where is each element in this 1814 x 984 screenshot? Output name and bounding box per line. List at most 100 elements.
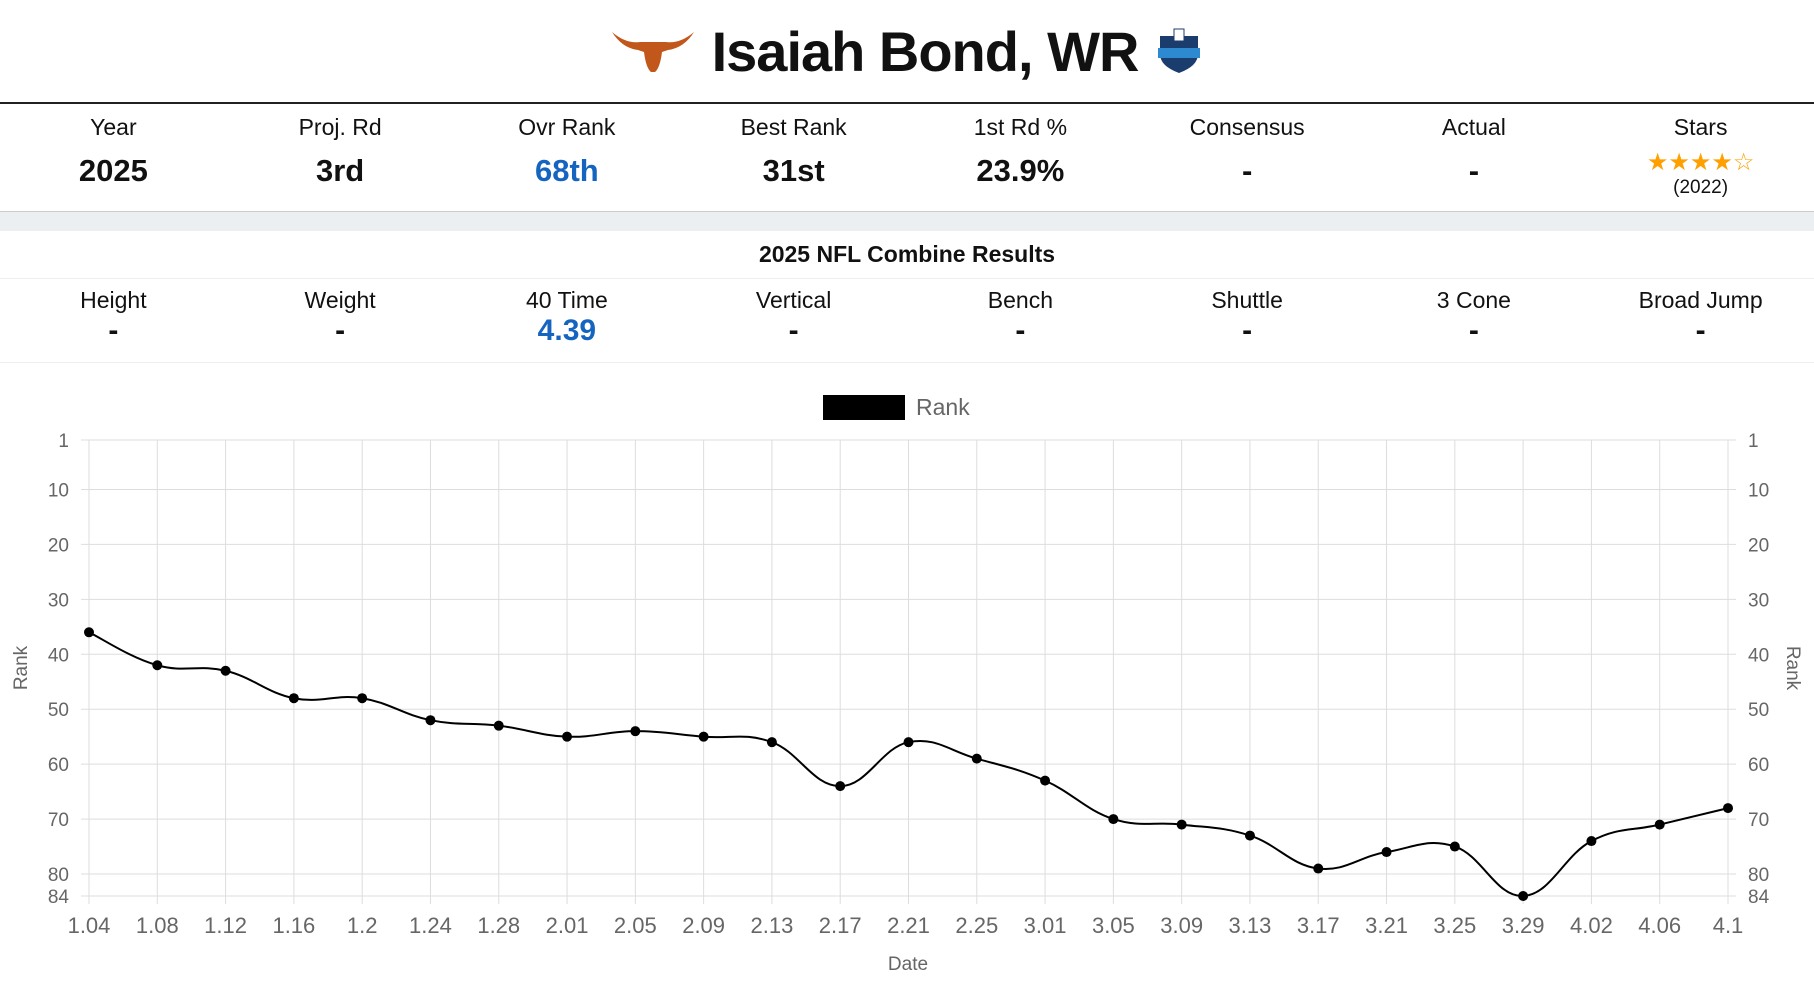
stat-stars: Stars ★★★★☆ (2022) bbox=[1587, 104, 1814, 211]
rank-point bbox=[1449, 841, 1460, 852]
y-tick-label-right: 50 bbox=[1748, 700, 1769, 721]
x-tick-label: 3.13 bbox=[1229, 913, 1272, 938]
player-name: Isaiah Bond, WR bbox=[711, 19, 1140, 83]
y-tick-label-left: 60 bbox=[48, 755, 69, 776]
rank-point bbox=[1108, 814, 1119, 825]
y-tick-label-left: 80 bbox=[48, 865, 69, 886]
stat-value: - bbox=[1241, 153, 1253, 188]
y-tick-label-left: 40 bbox=[48, 645, 69, 666]
x-tick-label: 2.17 bbox=[819, 913, 862, 938]
rank-point bbox=[84, 627, 94, 638]
y-tick-label-left: 10 bbox=[48, 480, 69, 501]
combine-label: Height bbox=[80, 287, 147, 313]
rank-point bbox=[766, 737, 777, 748]
rank-point bbox=[1586, 836, 1597, 847]
rank-point bbox=[630, 726, 641, 737]
rank-point bbox=[288, 693, 299, 704]
stat-label: Ovr Rank bbox=[518, 114, 616, 140]
x-tick-label: 3.09 bbox=[1160, 913, 1203, 938]
stat-value: 68th bbox=[535, 153, 599, 188]
combine-40-time: 40 Time 4.39 bbox=[454, 279, 681, 362]
combine-value: - bbox=[788, 314, 799, 347]
rank-point bbox=[1518, 891, 1529, 901]
combine-label: Shuttle bbox=[1211, 287, 1283, 313]
rank-point bbox=[1244, 830, 1255, 841]
rank-point bbox=[425, 715, 436, 726]
x-axis-title: Date bbox=[888, 954, 928, 975]
x-tick-label: 1.2 bbox=[347, 913, 378, 938]
rank-point bbox=[493, 720, 504, 731]
y-tick-label-left: 84 bbox=[48, 887, 70, 908]
x-tick-label: 2.09 bbox=[682, 913, 725, 938]
combine-value: - bbox=[1468, 314, 1479, 347]
stat-label: Proj. Rd bbox=[298, 114, 382, 140]
combine-height: Height - bbox=[0, 279, 227, 362]
nfl-combine-badge bbox=[1158, 28, 1201, 73]
y-tick-label-left: 20 bbox=[48, 535, 69, 556]
star-rating: ★★★★☆ bbox=[1646, 149, 1755, 176]
combine-value: 4.39 bbox=[537, 314, 597, 347]
legend-swatch bbox=[823, 395, 905, 420]
stat-label: Best Rank bbox=[740, 114, 847, 140]
y-tick-label-right: 20 bbox=[1748, 535, 1769, 556]
y-tick-label-right: 84 bbox=[1748, 887, 1770, 908]
stat-actual: Actual - bbox=[1361, 104, 1588, 211]
combine-weight: Weight - bbox=[227, 279, 454, 362]
x-tick-label: 4.1 bbox=[1713, 913, 1744, 938]
x-tick-label: 1.16 bbox=[272, 913, 315, 938]
stat-best-rank: Best Rank 31st bbox=[680, 104, 907, 211]
y-tick-label-left: 30 bbox=[48, 590, 69, 611]
y-tick-label-right: 10 bbox=[1748, 480, 1769, 501]
combine-broad-jump: Broad Jump - bbox=[1587, 279, 1814, 362]
combine-vertical: Vertical - bbox=[680, 279, 907, 362]
combine-value: - bbox=[1695, 314, 1706, 347]
rank-point bbox=[1723, 803, 1733, 814]
combine-shuttle: Shuttle - bbox=[1134, 279, 1361, 362]
rank-point bbox=[1040, 775, 1051, 786]
y-tick-label-right: 70 bbox=[1748, 810, 1769, 831]
x-tick-label: 1.12 bbox=[204, 913, 247, 938]
rank-point bbox=[971, 753, 982, 764]
stat-label: Consensus bbox=[1189, 114, 1305, 140]
x-tick-label: 2.21 bbox=[887, 913, 930, 938]
x-tick-label: 2.13 bbox=[751, 913, 794, 938]
stat-consensus: Consensus - bbox=[1134, 104, 1361, 211]
combine-value: - bbox=[1242, 314, 1253, 347]
y-tick-label-right: 30 bbox=[1748, 590, 1769, 611]
stat-ovr-rank: Ovr Rank 68th bbox=[454, 104, 681, 211]
stat-year: Year 2025 bbox=[0, 104, 227, 211]
combine-label: 3 Cone bbox=[1436, 287, 1511, 313]
x-tick-label: 1.04 bbox=[68, 913, 111, 938]
legend-label: Rank bbox=[916, 394, 970, 420]
rank-point bbox=[220, 665, 231, 676]
x-tick-label: 1.08 bbox=[136, 913, 179, 938]
y-tick-label-right: 40 bbox=[1748, 645, 1769, 666]
y-tick-label-right: 60 bbox=[1748, 755, 1769, 776]
combine-value: - bbox=[335, 314, 346, 347]
x-tick-label: 3.05 bbox=[1092, 913, 1135, 938]
combine-row: Height - Weight -40 Time 4.39 Vertical - Bench -… bbox=[0, 279, 1814, 363]
combine-label: 40 Time bbox=[525, 287, 608, 313]
rank-point bbox=[562, 731, 573, 742]
rank-point bbox=[1313, 863, 1324, 874]
header: Isaiah Bond, WR bbox=[0, 0, 1814, 104]
x-tick-label: 2.05 bbox=[614, 913, 657, 938]
combine-title: 2025 NFL Combine Results bbox=[0, 231, 1814, 279]
x-tick-label: 4.06 bbox=[1638, 913, 1681, 938]
stat-label: 1st Rd % bbox=[973, 114, 1068, 140]
combine-bench: Bench - bbox=[907, 279, 1134, 362]
y-axis-title-right: Rank bbox=[1782, 646, 1803, 691]
stat-value: 2025 bbox=[78, 153, 148, 188]
rank-point bbox=[1654, 819, 1665, 830]
stat-label: Year bbox=[90, 114, 137, 140]
stars-year: (2022) bbox=[1673, 177, 1729, 198]
stat-1st-rd-: 1st Rd % 23.9% bbox=[907, 104, 1134, 211]
x-tick-label: 3.01 bbox=[1024, 913, 1067, 938]
x-tick-label: 3.29 bbox=[1502, 913, 1545, 938]
y-tick-label-left: 70 bbox=[48, 810, 69, 831]
combine-value: - bbox=[108, 314, 119, 347]
divider bbox=[0, 212, 1814, 231]
rank-point bbox=[152, 660, 163, 671]
x-tick-label: 1.28 bbox=[477, 913, 520, 938]
